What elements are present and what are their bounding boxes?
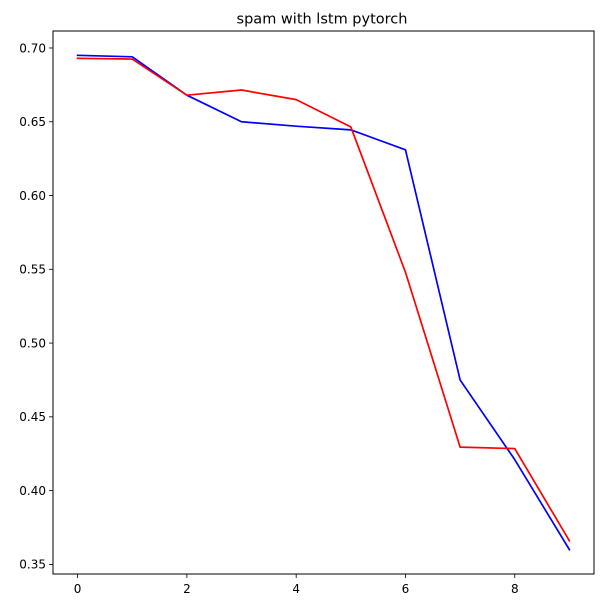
x-tick-label: 0 — [74, 582, 82, 596]
y-tick-label: 0.50 — [19, 336, 46, 350]
y-tick-label: 0.65 — [19, 115, 46, 129]
y-tick-label: 0.55 — [19, 263, 46, 277]
series-layer — [76, 54, 571, 551]
x-axis: 0 2 4 6 8 — [74, 574, 519, 596]
y-tick-label: 0.60 — [19, 189, 46, 203]
y-axis: 0.35 0.40 0.45 0.50 0.55 0.60 0.65 0.70 — [19, 41, 53, 572]
y-tick-label: 0.35 — [19, 558, 46, 572]
y-tick-label: 0.40 — [19, 484, 46, 498]
x-tick-label: 8 — [511, 582, 519, 596]
plot-frame — [52, 30, 595, 575]
y-tick-label: 0.45 — [19, 410, 46, 424]
chart-title: spam with lstm pytorch — [237, 12, 408, 28]
x-tick-label: 4 — [292, 582, 300, 596]
series-line-1 — [76, 54, 571, 551]
x-tick-label: 6 — [402, 582, 410, 596]
x-tick-label: 2 — [183, 582, 191, 596]
y-tick-label: 0.70 — [19, 41, 46, 55]
series-line-2 — [76, 57, 571, 542]
